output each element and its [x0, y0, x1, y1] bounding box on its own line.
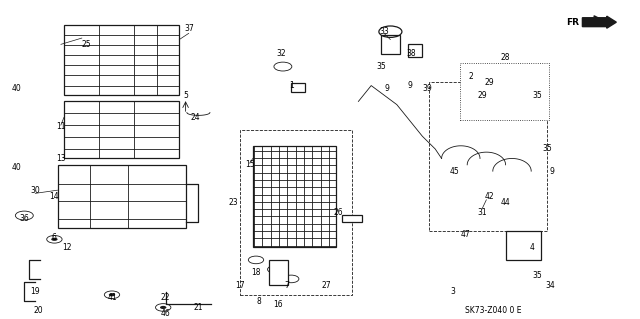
- Text: 19: 19: [30, 287, 40, 296]
- Text: 35: 35: [532, 91, 543, 100]
- Text: 7: 7: [284, 281, 289, 290]
- Bar: [58, 165, 186, 228]
- Bar: [429, 82, 547, 231]
- Text: 20: 20: [33, 306, 44, 315]
- Text: 29: 29: [477, 91, 488, 100]
- Text: 3: 3: [451, 287, 456, 296]
- Text: FR: FR: [566, 18, 579, 27]
- Text: 32: 32: [276, 49, 287, 58]
- Text: 14: 14: [49, 192, 60, 201]
- Text: 12: 12: [63, 243, 72, 252]
- Text: 13: 13: [56, 154, 66, 163]
- Text: SK73-Z040 0 E: SK73-Z040 0 E: [465, 306, 521, 315]
- Text: 38: 38: [406, 49, 417, 58]
- Text: 9: 9: [549, 167, 554, 176]
- Text: 16: 16: [273, 300, 284, 309]
- Text: 5: 5: [183, 91, 188, 100]
- Circle shape: [160, 306, 166, 309]
- Text: 35: 35: [542, 145, 552, 153]
- Bar: [506, 231, 541, 260]
- Bar: [64, 25, 179, 95]
- Text: 23: 23: [228, 198, 239, 207]
- Text: 45: 45: [449, 167, 460, 176]
- Text: 33: 33: [379, 27, 389, 36]
- Text: 40: 40: [11, 163, 21, 173]
- Bar: [408, 44, 422, 57]
- Bar: [240, 130, 352, 295]
- Text: 30: 30: [30, 186, 40, 195]
- Text: 9: 9: [407, 81, 412, 90]
- Text: 39: 39: [422, 84, 433, 93]
- Text: 28: 28: [501, 53, 510, 62]
- Text: 41: 41: [107, 293, 117, 302]
- Text: 8: 8: [257, 297, 262, 306]
- Bar: [291, 83, 305, 92]
- Text: 21: 21: [194, 303, 203, 312]
- Bar: [269, 260, 288, 285]
- Text: 40: 40: [11, 84, 21, 93]
- Text: 26: 26: [333, 208, 343, 217]
- Text: 36: 36: [19, 214, 29, 223]
- Bar: [460, 63, 549, 121]
- Text: 35: 35: [532, 271, 543, 280]
- Text: 37: 37: [184, 24, 194, 33]
- Text: 29: 29: [484, 78, 495, 87]
- Text: 18: 18: [252, 268, 260, 277]
- Text: 6: 6: [52, 233, 57, 242]
- Text: 27: 27: [321, 281, 332, 290]
- Text: 4: 4: [530, 243, 535, 252]
- Text: 11: 11: [56, 122, 65, 131]
- Text: 34: 34: [545, 281, 556, 290]
- Text: 17: 17: [235, 281, 245, 290]
- Text: 1: 1: [289, 81, 294, 90]
- Text: 46: 46: [160, 309, 170, 318]
- Text: 2: 2: [468, 71, 473, 81]
- Bar: [342, 215, 362, 222]
- Bar: [381, 35, 400, 54]
- Text: 47: 47: [461, 230, 471, 239]
- FancyArrow shape: [582, 16, 616, 28]
- Circle shape: [51, 238, 58, 241]
- Bar: [253, 146, 336, 247]
- Text: 31: 31: [477, 208, 487, 217]
- Text: 25: 25: [81, 40, 92, 49]
- Text: 9: 9: [384, 84, 389, 93]
- Text: 42: 42: [484, 192, 494, 201]
- Text: 15: 15: [244, 160, 255, 169]
- Text: 22: 22: [161, 293, 170, 302]
- Text: 35: 35: [376, 62, 386, 71]
- Text: 24: 24: [190, 113, 200, 122]
- Bar: [64, 101, 179, 159]
- Text: 44: 44: [500, 198, 511, 207]
- Circle shape: [109, 293, 115, 296]
